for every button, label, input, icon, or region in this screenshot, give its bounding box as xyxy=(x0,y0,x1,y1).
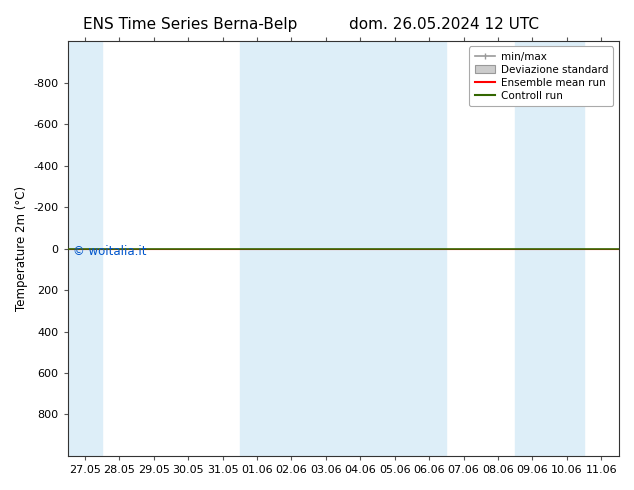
Bar xyxy=(68,41,102,456)
Text: ENS Time Series Berna-Belp: ENS Time Series Berna-Belp xyxy=(83,17,297,32)
Bar xyxy=(515,41,584,456)
Legend: min/max, Deviazione standard, Ensemble mean run, Controll run: min/max, Deviazione standard, Ensemble m… xyxy=(469,47,613,106)
Text: © woitalia.it: © woitalia.it xyxy=(73,245,146,258)
Text: dom. 26.05.2024 12 UTC: dom. 26.05.2024 12 UTC xyxy=(349,17,539,32)
Bar xyxy=(378,41,446,456)
Y-axis label: Temperature 2m (°C): Temperature 2m (°C) xyxy=(15,186,28,311)
Bar xyxy=(309,41,378,456)
Bar xyxy=(240,41,309,456)
